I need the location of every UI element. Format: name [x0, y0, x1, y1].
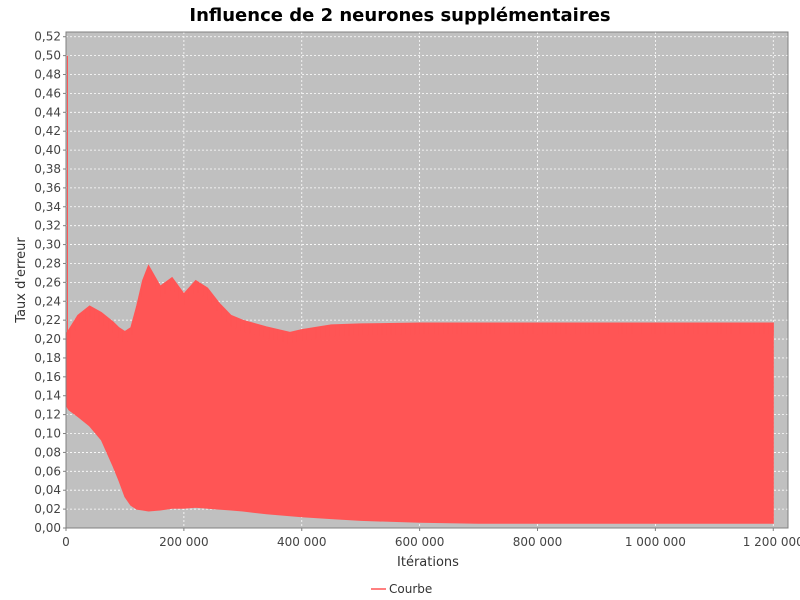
- x-axis-label: Itérations: [397, 555, 459, 570]
- y-tick-label: 0,38: [34, 162, 61, 176]
- y-tick-label: 0,12: [34, 408, 61, 422]
- legend-label: Courbe: [389, 582, 432, 596]
- x-tick-label: 1 200 000: [743, 535, 800, 549]
- series-area: [65, 55, 774, 524]
- y-tick-label: 0,34: [34, 200, 61, 214]
- plot-frame: [65, 31, 789, 529]
- y-tick-label: 0,44: [34, 105, 61, 119]
- y-tick-label: 0,50: [34, 49, 61, 63]
- chart-title: Influence de 2 neurones supplémentaires: [189, 5, 610, 26]
- y-tick-label: 0,16: [34, 370, 61, 384]
- x-tick-label: 200 000: [159, 535, 209, 549]
- y-tick-label: 0,46: [34, 86, 61, 100]
- y-tick-label: 0,52: [34, 30, 61, 44]
- y-tick-label: 0,48: [34, 68, 61, 82]
- series-band-courbe: [65, 264, 774, 524]
- y-tick-label: 0,10: [34, 427, 61, 441]
- y-tick-label: 0,20: [34, 332, 61, 346]
- y-tick-label: 0,06: [34, 464, 61, 478]
- y-tick-label: 0,32: [34, 219, 61, 233]
- y-tick-label: 0,30: [34, 238, 61, 252]
- y-axis: 0,00 0,02 0,04 0,06 0,08 0,10 0,12 0,14 0,16 0,18…: [34, 30, 66, 535]
- y-tick-label: 0,18: [34, 351, 61, 365]
- y-tick-label: 0,42: [34, 124, 61, 138]
- x-tick-label: 0: [62, 535, 70, 549]
- y-tick-label: 0,28: [34, 256, 61, 270]
- x-tick-label: 800 000: [513, 535, 563, 549]
- x-tick-label: 1 000 000: [625, 535, 686, 549]
- y-tick-label: 0,40: [34, 143, 61, 157]
- y-tick-label: 0,26: [34, 275, 61, 289]
- y-axis-label: Taux d'erreur: [14, 237, 29, 324]
- y-tick-label: 0,00: [34, 521, 61, 535]
- x-tick-label: 600 000: [395, 535, 445, 549]
- y-tick-label: 0,14: [34, 389, 61, 403]
- x-axis: 0 200 000 400 000 600 000 800 000 1 000 000 1 …: [62, 528, 800, 549]
- legend: Courbe: [371, 582, 432, 596]
- y-tick-label: 0,08: [34, 445, 61, 459]
- y-tick-label: 0,36: [34, 181, 61, 195]
- y-tick-label: 0,04: [34, 483, 61, 497]
- y-tick-label: 0,02: [34, 502, 61, 516]
- x-tick-label: 400 000: [277, 535, 327, 549]
- y-tick-label: 0,24: [34, 294, 61, 308]
- y-tick-label: 0,22: [34, 313, 61, 327]
